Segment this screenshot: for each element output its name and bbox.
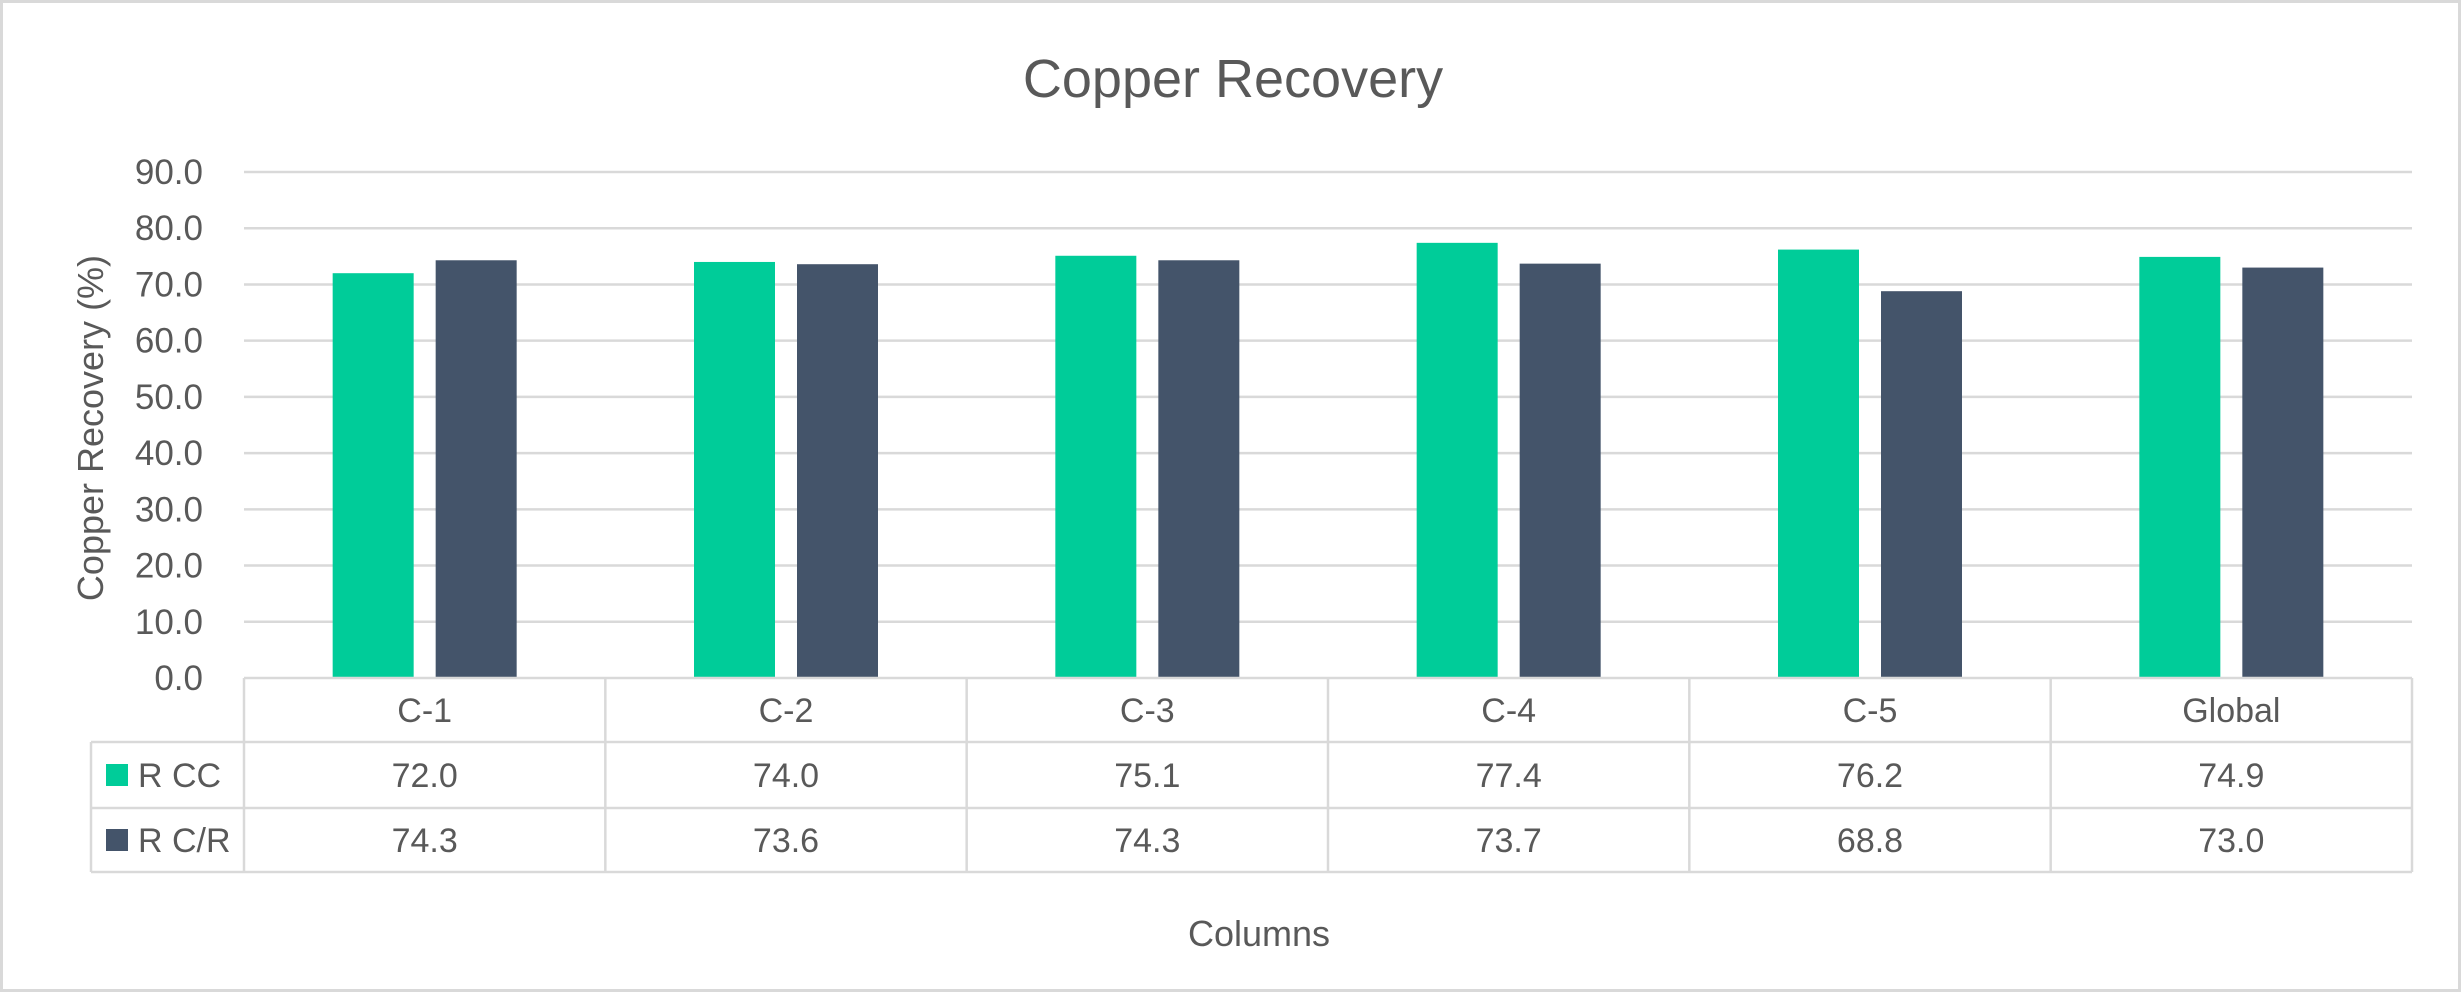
data-value: 74.0 [753,757,819,795]
bar-r-cr-c-4 [1519,263,1601,678]
data-value: 77.4 [1476,757,1542,795]
legend-swatch [106,829,128,851]
bar-r-cr-c-3 [1158,260,1240,678]
y-tick-label: 10.0 [135,603,203,642]
bar-r-cc-c-3 [1055,255,1137,678]
data-value: 72.0 [392,757,458,795]
bar-r-cc-c-2 [694,261,775,678]
bar-r-cr-c-1 [435,260,517,678]
y-tick-label: 0.0 [154,659,203,698]
category-label: C-1 [397,692,452,730]
data-value: 74.9 [2198,757,2264,795]
gridlines [244,170,2412,624]
legend-label: R C/R [138,822,231,860]
category-label: C-3 [1120,692,1175,730]
x-axis-title: Columns [1188,913,1330,954]
data-value: 74.3 [1114,822,1180,860]
y-tick-label: 30.0 [135,490,203,529]
copper-recovery-chart: Copper Recovery 0.0 10.0 20.0 30.0 40.0 50.0 6… [70,49,2414,954]
y-tick-label: 40.0 [135,434,203,473]
bar-r-cr-c-5 [1881,291,1962,678]
data-value: 73.7 [1476,822,1542,860]
bar-r-cc-global [2139,256,2221,678]
legend-swatch [106,764,128,786]
y-tick-label: 80.0 [135,209,203,248]
data-table: C-1 C-2 C-3 C-4 C-5 Global R CC 72.0 74.0 75.1 77.… [89,676,2414,874]
y-tick-label: 90.0 [135,153,203,192]
y-axis-title: Copper Recovery (%) [70,255,111,601]
bar-r-cc-c-4 [1416,242,1498,678]
data-value: 73.6 [753,822,819,860]
y-tick-label: 20.0 [135,547,203,586]
data-value: 68.8 [1837,822,1903,860]
legend-label: R CC [138,757,221,795]
chart-title: Copper Recovery [1023,49,1443,109]
category-label: Global [2182,692,2280,730]
data-value: 76.2 [1837,757,1903,795]
category-label: C-4 [1481,692,1536,730]
bar-r-cc-c-1 [332,273,414,678]
category-label: C-2 [759,692,814,730]
category-label: C-5 [1843,692,1898,730]
y-tick-label: 50.0 [135,378,203,417]
bar-r-cc-c-5 [1778,249,1859,678]
data-value: 75.1 [1114,757,1180,795]
y-tick-label: 70.0 [135,265,203,304]
data-value: 74.3 [392,822,458,860]
bar-r-cr-global [2242,267,2324,678]
data-value: 73.0 [2198,822,2264,860]
y-tick-label: 60.0 [135,322,203,361]
bar-r-cr-c-2 [797,264,878,678]
bars [332,242,2324,678]
y-axis-ticks: 0.0 10.0 20.0 30.0 40.0 50.0 60.0 70.0 80.0 90.0 [135,153,203,698]
